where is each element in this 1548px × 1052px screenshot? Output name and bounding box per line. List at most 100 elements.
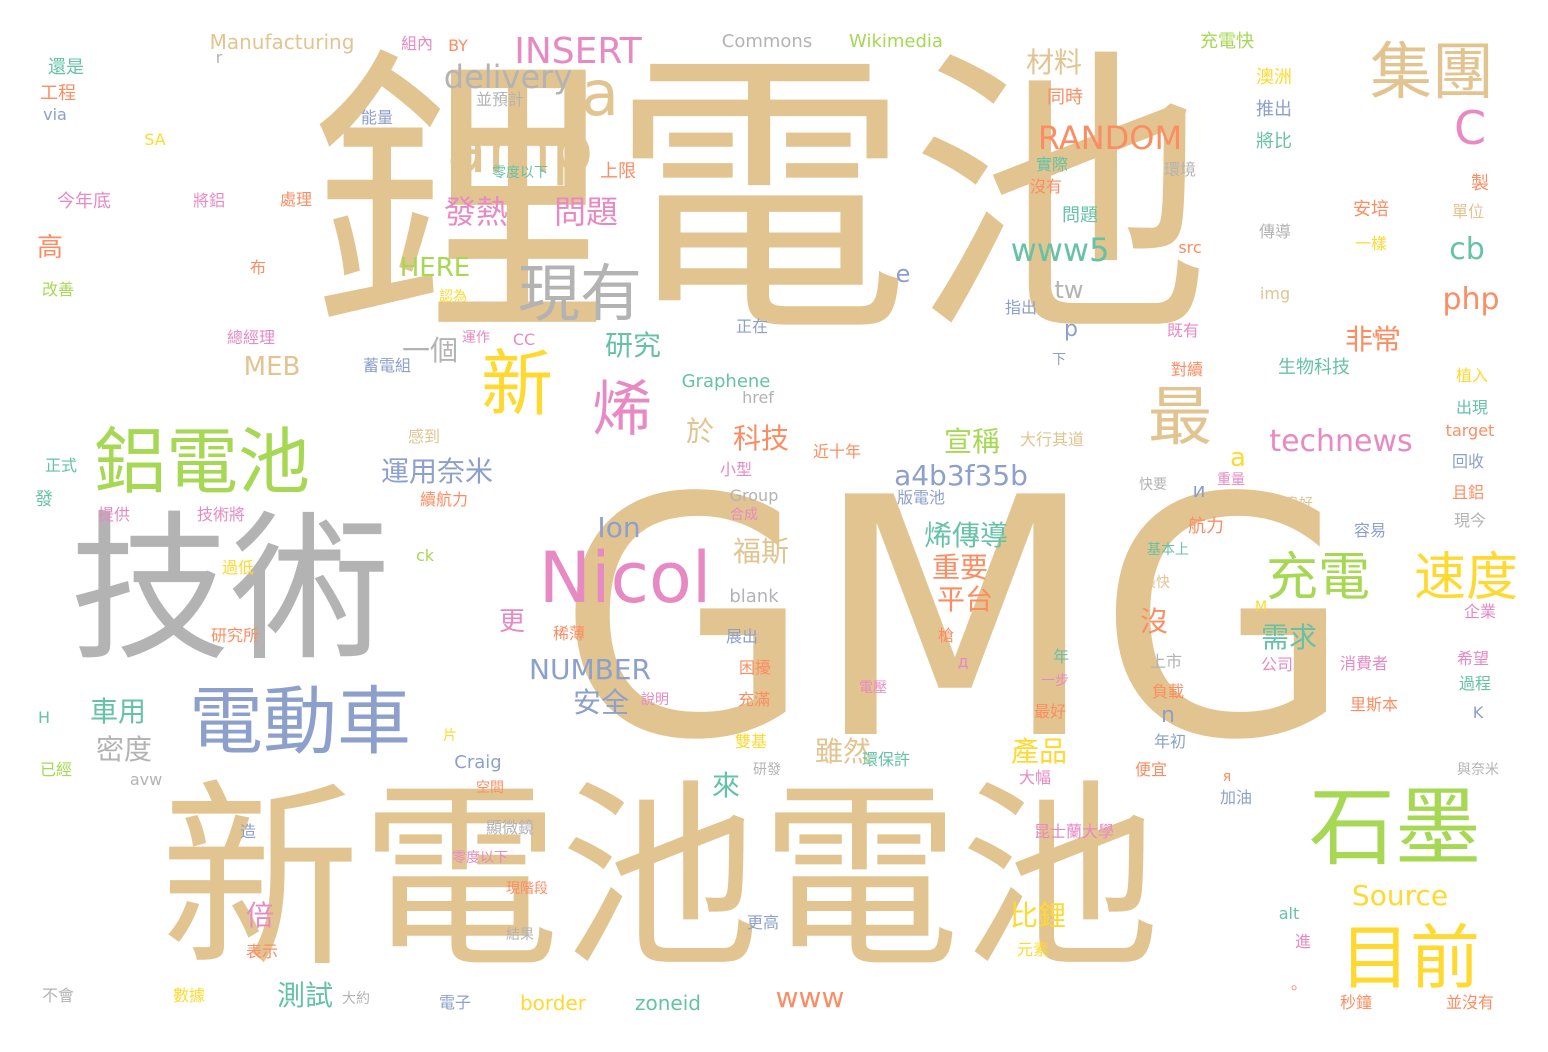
word: 現階段 [506, 881, 548, 897]
word: Manufacturing [209, 30, 355, 54]
word: 今年底 [57, 191, 111, 212]
word: 電子 [438, 993, 472, 1012]
word: 實際 [1035, 155, 1069, 174]
word: 企業 [1463, 602, 1497, 621]
word: 表示 [245, 942, 279, 961]
word: я [1222, 769, 1232, 785]
word: 顯微鏡 [485, 818, 535, 837]
word: 運用奈米 [380, 455, 494, 488]
word: 非常 [1344, 323, 1402, 356]
word: 鋁電池 [93, 420, 311, 504]
word: 容易 [1353, 521, 1387, 540]
word: src [1178, 238, 1202, 257]
word: border [519, 991, 587, 1015]
word: href [742, 388, 774, 407]
word: M [1254, 599, 1268, 615]
word: 產品 [1010, 735, 1068, 768]
word: 安培 [1353, 199, 1389, 220]
word: 既有 [1166, 321, 1200, 340]
word: zoneid [635, 991, 701, 1015]
word: 能量 [360, 108, 394, 127]
word: 還是 [48, 57, 84, 78]
word: 過程 [1458, 674, 1492, 693]
word: 消費者 [1339, 654, 1389, 673]
word: 讓 [1296, 690, 1324, 720]
word: 集團 [1369, 35, 1495, 108]
word: 最好 [1033, 702, 1067, 721]
word: INSERT [514, 31, 642, 72]
word: C [1453, 101, 1487, 155]
word: 重要 [931, 551, 989, 584]
word: 一個 [401, 334, 459, 367]
word: a4b3f35b [894, 459, 1028, 492]
word: 過低 [221, 558, 255, 577]
word: 下 [1052, 352, 1066, 368]
word: 空間 [476, 780, 504, 796]
word: 快要 [1139, 477, 1167, 493]
word: 充電 [1265, 548, 1371, 608]
word: 新 [480, 342, 554, 426]
word: K [1472, 703, 1484, 722]
word: 比鋰 [1009, 899, 1067, 932]
word: 問題 [553, 193, 619, 231]
word: 發熱 [443, 193, 509, 231]
word: www5 [1010, 231, 1110, 269]
word: p [1064, 317, 1078, 342]
word: 大幅 [1018, 768, 1052, 787]
word: 福斯 [732, 535, 790, 568]
word: 沒有 [1029, 177, 1063, 196]
word: 提供 [97, 505, 131, 524]
word: 電壓 [859, 680, 887, 696]
word: via [43, 105, 67, 124]
word: 技術將 [196, 505, 246, 524]
word: 便宜 [1134, 760, 1168, 779]
word: 近十年 [812, 442, 862, 461]
word: 速度 [1413, 548, 1519, 608]
word: 蓄電組 [362, 356, 412, 375]
word: Craig [454, 752, 502, 773]
word: 測試 [276, 979, 334, 1012]
word: 零度以下 [492, 165, 548, 181]
word: 最 [1148, 381, 1212, 455]
word: 科技 [732, 422, 790, 455]
word: 充滿 [737, 690, 771, 709]
word: 於 [685, 415, 715, 448]
word: HERE [399, 253, 471, 283]
word: www [775, 981, 845, 1014]
word: NUMBER [529, 653, 651, 686]
word: 版電池 [896, 488, 946, 507]
word: 總經理 [226, 328, 276, 347]
word: 零度以下 [452, 850, 508, 866]
word: 小型 [719, 460, 753, 479]
word: 電動車 [189, 679, 411, 765]
word: 回收 [1451, 452, 1485, 471]
word: BY [448, 36, 468, 55]
word: 困擾 [738, 658, 772, 677]
word: 雖然 [814, 735, 872, 768]
word: e [895, 260, 911, 288]
word: 大約 [342, 991, 370, 1007]
word: 安全 [572, 686, 630, 719]
word: 植入 [1455, 366, 1489, 385]
word: 合成 [730, 507, 758, 523]
word: delivery [443, 58, 573, 96]
word: 同時 [1047, 87, 1083, 108]
word: Graphene [681, 371, 771, 392]
word: 單位 [1451, 202, 1485, 221]
word: technews [1269, 424, 1413, 459]
word: 認為 [439, 289, 467, 305]
word: 平台 [936, 583, 994, 616]
word: 造 [239, 822, 257, 841]
word: 一步 [1041, 673, 1069, 689]
word: target [1445, 421, 1495, 440]
word: cb [1449, 232, 1485, 267]
word: 烯 [592, 375, 652, 445]
word: 密度 [95, 733, 153, 766]
word: 負載 [1151, 682, 1185, 701]
word: 結果 [506, 927, 534, 943]
word: 元素 [1016, 940, 1050, 959]
word: 發 [35, 489, 53, 510]
word: r [215, 48, 223, 67]
word: 沒 [1139, 605, 1169, 638]
word: 且鋁 [1451, 483, 1485, 502]
